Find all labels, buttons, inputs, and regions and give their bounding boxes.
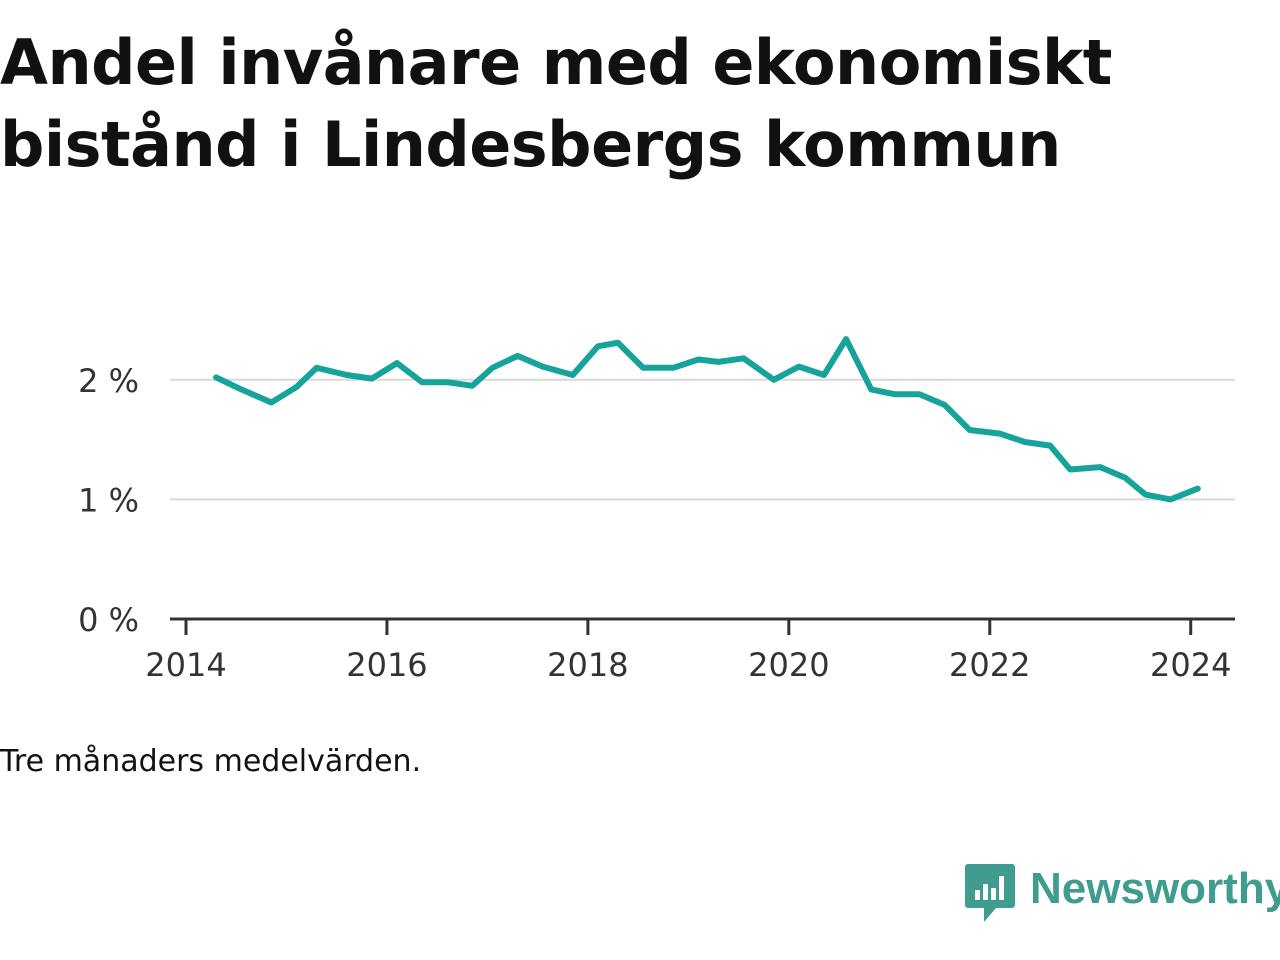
x-tick-label: 2022 [949,646,1030,684]
chart-note: Tre månaders medelvärden. [0,744,422,779]
y-tick-label: 2 % [78,362,139,400]
chart-title: Andel invånare med ekonomiskt bistånd i … [0,26,1112,181]
line-chart: 0 % 1 % 2 % 2014 2016 2018 2020 2022 2024 [78,336,1235,684]
x-tick-label: 2014 [145,646,226,684]
y-tick-label: 1 % [78,481,139,519]
brand-name: Newsworthy [1030,864,1280,913]
y-axis: 0 % 1 % 2 % [78,362,139,639]
gridlines [170,378,1235,501]
x-tick-label: 2024 [1150,646,1231,684]
x-tick-label: 2020 [748,646,829,684]
brand-logo: Newsworthy [964,862,1280,926]
y-tick-label: 0 % [78,601,139,639]
x-tick-label: 2016 [346,646,427,684]
x-axis: 2014 2016 2018 2020 2022 2024 [145,617,1235,684]
x-tick-label: 2018 [547,646,628,684]
newsworthy-logo-icon [965,864,1015,922]
series-layer [213,336,1201,503]
series-line [213,336,1201,503]
